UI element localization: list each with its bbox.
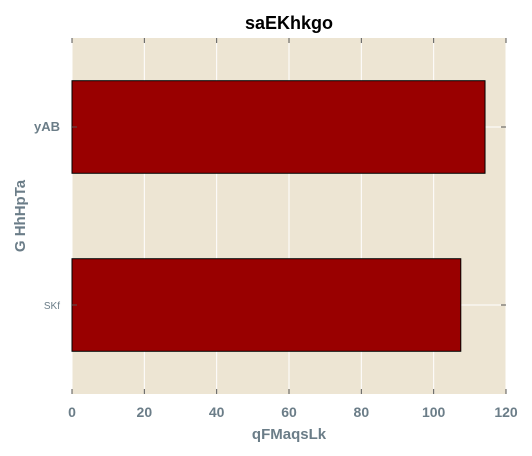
y-axis-ticks: SKf yAB xyxy=(34,119,506,312)
x-tick-label: 120 xyxy=(494,404,518,420)
x-axis-label: qFMaqsLk xyxy=(252,426,327,443)
y-axis-label: G HhHpTa xyxy=(12,179,29,252)
bar-yAB xyxy=(71,80,486,174)
x-tick-label: 0 xyxy=(68,404,76,420)
x-axis-ticks: 0 20 40 60 80 100 120 xyxy=(68,38,518,420)
x-tick-label: 80 xyxy=(354,404,370,420)
x-tick-label: 40 xyxy=(209,404,225,420)
chart-title: saEKhkgo xyxy=(245,13,333,33)
x-tick-label: 20 xyxy=(137,404,153,420)
x-tick-label: 60 xyxy=(281,404,297,420)
y-tick-label: yAB xyxy=(34,119,60,134)
bar-SKf xyxy=(71,258,462,352)
y-tick-label: SKf xyxy=(44,301,60,312)
x-tick-label: 100 xyxy=(422,404,446,420)
bars xyxy=(71,80,486,352)
